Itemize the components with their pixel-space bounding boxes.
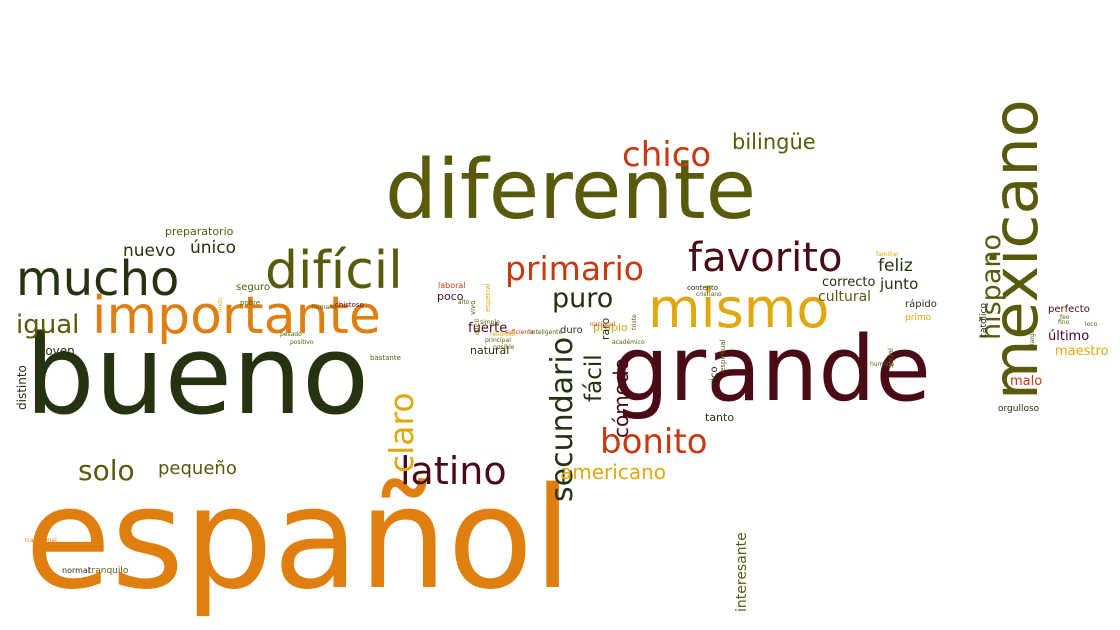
word: alto xyxy=(458,299,470,306)
word: correcto xyxy=(822,275,876,290)
word: único xyxy=(190,238,237,258)
word: loco xyxy=(1085,321,1098,328)
word: poco xyxy=(437,290,464,303)
word: natural xyxy=(470,344,510,357)
word: maestro xyxy=(1055,344,1109,359)
word: favorito xyxy=(688,235,843,281)
word: bastante xyxy=(370,354,401,362)
word: normal xyxy=(62,566,91,575)
word: humano xyxy=(312,304,337,311)
word: feo xyxy=(1060,314,1070,321)
word: interesante xyxy=(734,532,750,612)
word: diferente xyxy=(385,143,757,238)
word: español xyxy=(25,458,573,621)
word: mismo xyxy=(648,277,830,340)
word: difícil xyxy=(474,319,481,335)
word: rápido xyxy=(905,299,937,310)
word: largo xyxy=(1029,329,1036,345)
word: familiar xyxy=(876,251,899,258)
word: claro xyxy=(382,392,421,473)
word: malo xyxy=(1010,374,1043,389)
word: nuevo xyxy=(123,241,176,261)
word: simple xyxy=(480,319,500,326)
word: preparatorio xyxy=(165,225,234,238)
word: importante xyxy=(92,286,381,346)
word: posible xyxy=(493,344,515,351)
word: primario xyxy=(505,249,644,288)
word: lindo xyxy=(217,297,224,312)
word: seguro xyxy=(236,282,271,293)
word: distinto xyxy=(15,365,29,410)
word: católico xyxy=(979,303,989,338)
word: cultural xyxy=(818,289,872,305)
word: fino xyxy=(1058,319,1070,326)
word: nacional xyxy=(590,321,616,328)
word: especial xyxy=(484,283,492,312)
word: espiritual xyxy=(719,339,727,372)
word: bueno xyxy=(25,311,370,439)
word: pobre xyxy=(240,299,261,307)
word: orgulloso xyxy=(998,404,1040,414)
word: bilingüe xyxy=(732,130,816,154)
word: pequeño xyxy=(158,458,237,479)
word: chico xyxy=(622,135,712,175)
word: feliz xyxy=(878,256,913,276)
word: puro xyxy=(552,283,614,314)
word: igual xyxy=(16,310,80,340)
word: contento xyxy=(687,284,719,292)
word: religioso xyxy=(490,331,516,338)
word: cristiano xyxy=(696,291,722,298)
word: solo xyxy=(78,454,135,487)
word: chistoso xyxy=(335,301,364,309)
word: tanto xyxy=(705,411,735,424)
word: laboral xyxy=(438,281,466,290)
word: propio xyxy=(593,321,628,334)
word: junto xyxy=(880,275,919,293)
word: triste xyxy=(631,314,638,330)
word: tradicional xyxy=(25,537,57,544)
word: bonito xyxy=(600,422,708,462)
word: americano xyxy=(560,460,666,484)
word: primo xyxy=(905,313,932,323)
word: principal xyxy=(485,337,511,344)
word: humilde xyxy=(870,361,895,368)
word: positivo xyxy=(290,339,314,346)
word: suficiente xyxy=(505,329,535,336)
word: fácil xyxy=(581,354,607,402)
word: tranquilo xyxy=(88,566,129,576)
word: pesado xyxy=(280,331,302,338)
word: grande xyxy=(612,317,931,422)
word: duro xyxy=(560,325,583,336)
word: difícil xyxy=(265,241,403,301)
word: último xyxy=(1048,329,1090,344)
word: cómodo xyxy=(609,358,633,438)
word: joven xyxy=(42,344,75,358)
word: vivo xyxy=(469,300,477,315)
word: inteligente xyxy=(530,329,563,336)
word: latino xyxy=(400,449,507,493)
word: fuerte xyxy=(468,321,508,336)
word: perfecto xyxy=(1048,304,1090,315)
word: académico xyxy=(612,339,645,346)
word: mucho xyxy=(16,251,180,307)
